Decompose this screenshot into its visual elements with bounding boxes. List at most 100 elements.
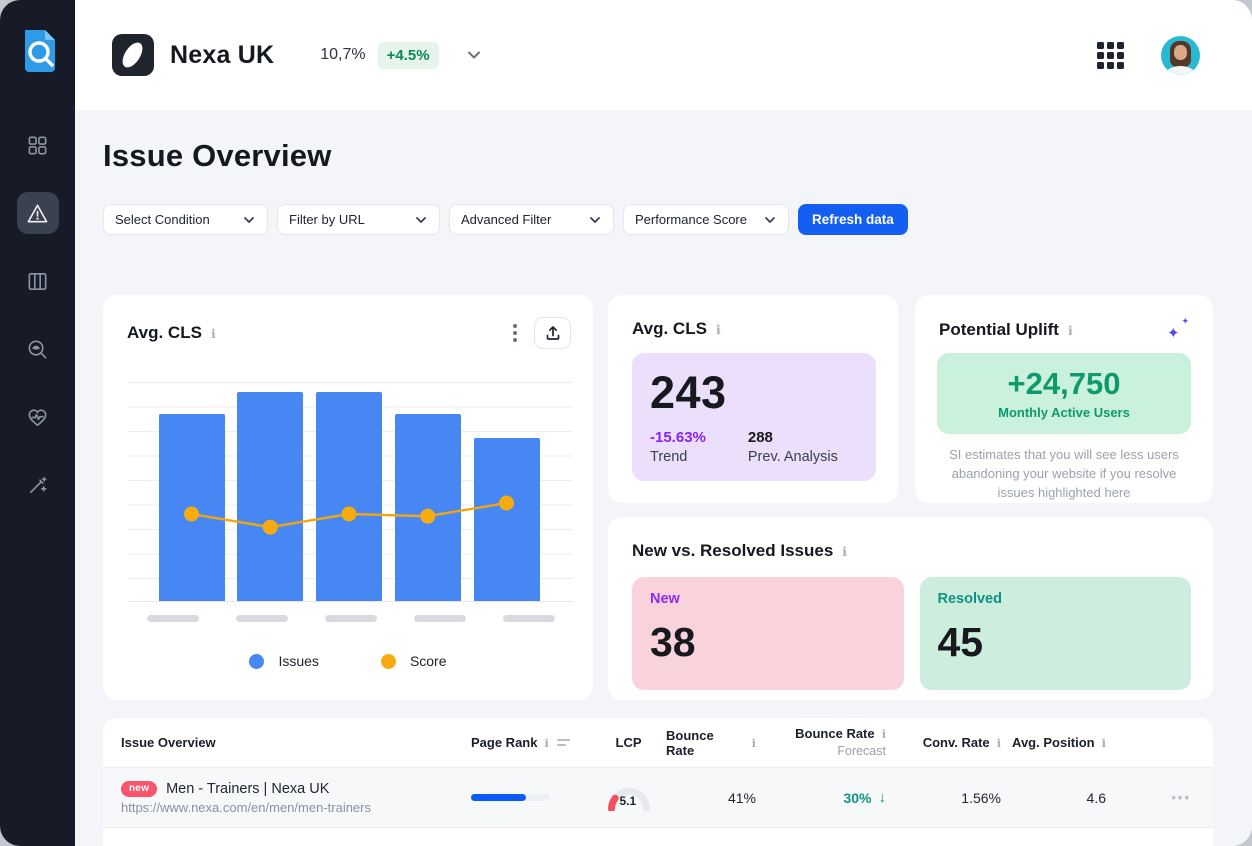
x-tick-placeholder <box>235 615 288 622</box>
page-rank-progress-fill <box>471 794 527 801</box>
lcp-value: 5.1 <box>619 793 637 808</box>
sidebar-item-dashboard[interactable] <box>17 124 59 166</box>
col-header-bounce-rate: Bounce Rate i <box>666 727 756 758</box>
cls-metric-box: 243 -15.63% Trend 288 Prev. Analysis <box>632 353 876 481</box>
uplift-description: SI estimates that you will see less user… <box>949 447 1179 500</box>
forecast-sublabel: Forecast <box>837 743 886 758</box>
cls-trend-value: -15.63% <box>650 429 706 446</box>
row-actions-kebab[interactable]: ••• <box>1171 790 1191 805</box>
magic-wand-icon <box>29 476 47 493</box>
conv-rate-cell: 1.56% <box>961 789 1001 806</box>
health-pulse-icon <box>28 408 47 426</box>
table-row[interactable]: new Men - Trainers | Nexa UK https://www… <box>103 768 1213 828</box>
info-icon[interactable]: i <box>1101 735 1106 750</box>
resolved-issues-box: Resolved 45 <box>919 577 1191 690</box>
columns-icon <box>28 272 47 290</box>
uplift-unit: Monthly Active Users <box>998 405 1130 420</box>
new-vs-resolved-card: New vs. Resolved Issues i New 38 Resolve… <box>608 517 1213 700</box>
legend-dot-score <box>380 653 396 669</box>
apps-grid-icon[interactable] <box>1097 42 1124 69</box>
col-header-lcp: LCP <box>615 735 642 750</box>
issue-overview-table: Issue Overview Page Rank i LCP Bounce Rat… <box>103 718 1213 846</box>
chevron-down-icon <box>467 51 480 59</box>
info-icon[interactable]: i <box>715 321 721 337</box>
dashboard-grid-icon <box>28 136 47 154</box>
info-icon[interactable]: i <box>544 735 549 750</box>
info-icon[interactable]: i <box>842 543 848 559</box>
cls-prev-value: 288 <box>747 429 773 446</box>
issue-cell: new Men - Trainers | Nexa UK https://www… <box>121 780 471 815</box>
sidebar-item-issues[interactable] <box>16 192 59 234</box>
advanced-filter-dropdown[interactable]: Advanced Filter <box>449 204 614 235</box>
header-metric: 10,7% <box>320 46 366 63</box>
chart-bar[interactable] <box>394 414 461 601</box>
col-header-conv-rate: Conv. Rate i <box>922 735 1001 750</box>
avatar-face <box>1174 45 1187 60</box>
bounce-rate-cell: 41% <box>727 789 756 806</box>
brand-name: Nexa UK <box>170 40 275 69</box>
filter-by-url-label: Filter by URL <box>289 212 365 227</box>
chevron-down-icon <box>416 216 426 223</box>
page-title: Issue Overview <box>103 138 332 173</box>
kebab-menu-icon[interactable] <box>510 321 520 345</box>
legend-item-score: Score <box>380 653 447 669</box>
brand-switcher-chevron[interactable] <box>465 46 483 64</box>
legend-label-score: Score <box>409 653 447 669</box>
col-header-page-rank: Page Rank i <box>471 735 591 750</box>
chart-bar[interactable] <box>316 392 382 601</box>
cls-card-title: Avg. CLS <box>632 319 707 338</box>
info-icon[interactable]: i <box>996 735 1001 750</box>
refresh-data-button[interactable]: Refresh data <box>798 204 908 235</box>
uplift-card-title: Potential Uplift <box>939 320 1059 339</box>
sidebar <box>0 0 75 846</box>
warning-triangle-icon <box>27 204 48 222</box>
sidebar-item-site-audit[interactable] <box>17 328 59 370</box>
cls-value: 243 <box>650 367 727 418</box>
info-icon[interactable]: i <box>751 735 756 750</box>
chart-line-dot[interactable] <box>262 519 278 535</box>
arrow-down-icon: ↓ <box>878 789 887 806</box>
cls-trend-label: Trend <box>650 449 688 465</box>
bounce-forecast-value: 30% <box>843 789 872 806</box>
legend-dot-issues <box>249 653 265 669</box>
app-logo-icon[interactable] <box>17 28 59 74</box>
new-issues-label: New <box>650 591 680 607</box>
potential-uplift-card: Potential Uplift i ✦ ✦ +24,750 Monthly Ac… <box>915 295 1213 503</box>
issue-url[interactable]: https://www.nexa.com/en/men/men-trainers <box>121 799 371 815</box>
info-icon[interactable]: i <box>1067 322 1073 338</box>
chart-line-dot[interactable] <box>341 506 357 522</box>
performance-score-label: Performance Score <box>635 212 747 227</box>
export-button[interactable] <box>534 317 571 349</box>
info-icon[interactable]: i <box>881 726 886 741</box>
avg-position-cell: 4.6 <box>1086 789 1106 806</box>
filter-by-url-dropdown[interactable]: Filter by URL <box>277 204 440 235</box>
select-condition-dropdown[interactable]: Select Condition <box>103 204 268 235</box>
info-icon[interactable]: i <box>210 325 216 341</box>
table-row-partial[interactable] <box>103 828 1213 846</box>
select-condition-label: Select Condition <box>115 212 210 227</box>
legend-label-issues: Issues <box>278 653 319 669</box>
sort-icon[interactable] <box>556 739 570 746</box>
page-rank-cell <box>471 794 591 801</box>
user-avatar[interactable] <box>1161 36 1200 75</box>
avatar-shirt <box>1166 66 1195 75</box>
x-tick-placeholder <box>324 615 377 622</box>
ai-sparkles-icon[interactable]: ✦ ✦ <box>1167 316 1189 342</box>
performance-score-dropdown[interactable]: Performance Score <box>623 204 789 235</box>
table-header-row: Issue Overview Page Rank i LCP Bounce Rat… <box>103 718 1213 768</box>
issue-title[interactable]: Men - Trainers | Nexa UK <box>166 780 330 797</box>
lcp-gauge: 5.1 <box>607 785 651 811</box>
cls-prev-label: Prev. Analysis <box>747 449 838 465</box>
sidebar-item-health[interactable] <box>17 396 59 438</box>
chart-line-dot[interactable] <box>184 506 199 522</box>
chart-line-dot[interactable] <box>499 495 514 511</box>
topbar: Nexa UK 10,7% +4.5% <box>75 0 1252 110</box>
chart-bar[interactable] <box>473 438 540 601</box>
avg-cls-metric-card: Avg. CLS i 243 -15.63% Trend 288 Prev. A… <box>608 295 898 503</box>
sidebar-item-automation[interactable] <box>17 464 59 506</box>
chart-line-dot[interactable] <box>420 508 436 524</box>
chart-bar[interactable] <box>237 392 304 601</box>
sidebar-item-columns[interactable] <box>17 260 59 302</box>
new-status-badge: new <box>121 780 158 797</box>
col-header-bounce-forecast: Bounce Rate i Forecast <box>795 725 886 758</box>
